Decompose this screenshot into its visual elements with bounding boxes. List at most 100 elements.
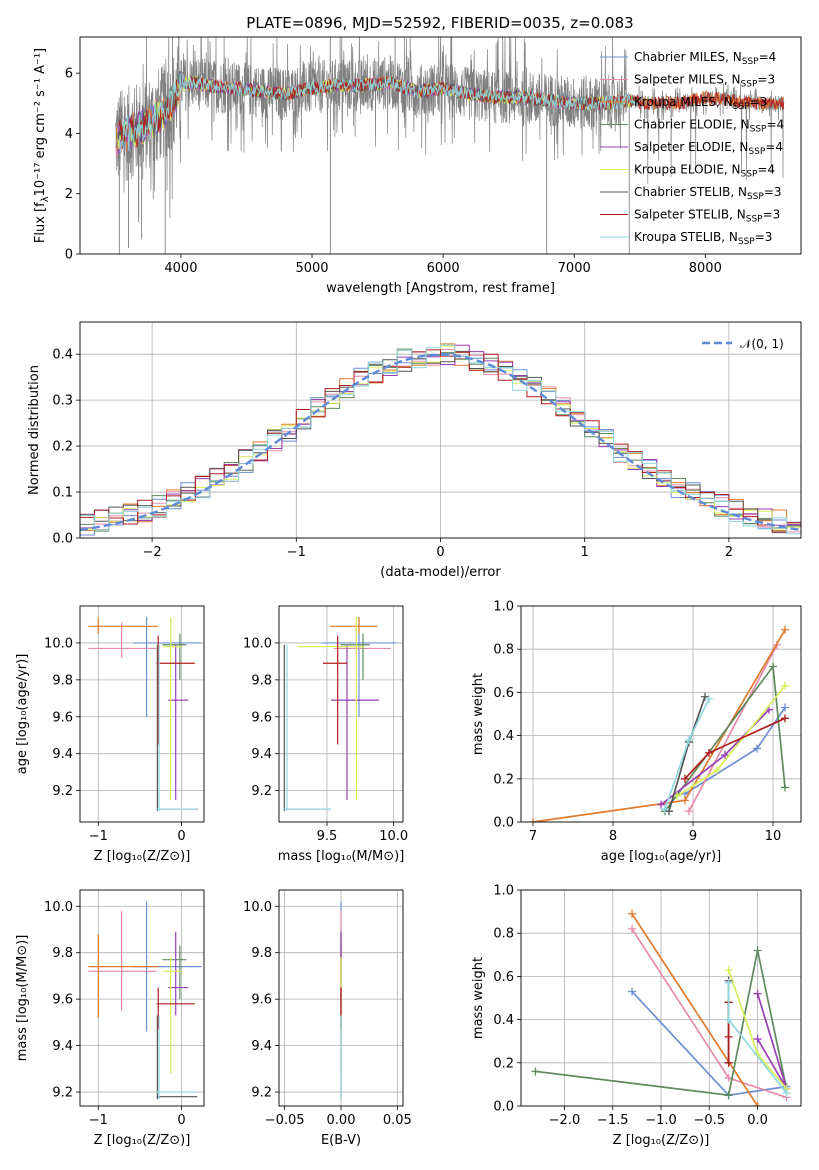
axes-frame	[520, 605, 802, 823]
weight-marker	[753, 946, 762, 955]
weight-marker	[705, 694, 713, 703]
legend-entry: Kroupa ELODIE, NSSP=4	[634, 163, 775, 180]
x-tick-label: 10	[765, 829, 782, 844]
spectrum-lines	[114, 37, 785, 254]
x-tick-label: 7	[529, 829, 537, 844]
x-tick-label: 2	[725, 545, 733, 560]
weight-marker	[724, 1015, 733, 1024]
x-tick-label: 0	[177, 829, 185, 844]
x-tick-label: −0.5	[693, 1113, 725, 1128]
axes-frame	[79, 889, 205, 1107]
axes-frame	[520, 889, 802, 1107]
weight-marker	[781, 783, 789, 792]
y-tick-label: 4	[65, 127, 73, 142]
errorbar-point	[168, 644, 189, 800]
x-axis-label: E(B-V)	[321, 1133, 361, 1148]
age_vs_z-panel: −1 0 9.2 9.4 9.6 9.8 10.0 Z [log₁₀(Z/Z⊙)] age [l…	[15, 605, 205, 864]
x-tick-label: −2.0	[549, 1113, 581, 1128]
legend-entry: Salpeter ELODIE, NSSP=4	[634, 140, 783, 157]
x-tick-label: 8	[609, 829, 617, 844]
legend-entry-main: Chabrier MILES, N	[634, 50, 742, 64]
legend-entry-tail: =4	[765, 140, 783, 154]
weight-marker	[681, 774, 689, 783]
y-axis-label: Normed distribution	[27, 365, 42, 495]
errorbar-point	[156, 635, 195, 745]
x-tick-label: −1	[89, 829, 108, 844]
errorbar-point	[88, 617, 159, 634]
y-tick-label: 0.0	[493, 816, 514, 831]
weight_vs_z-panel: −2.0 −1.5 −1.0 −0.5 0.0 0.0 0.2 0.4 0.6 0.8 1.0 Z […	[471, 884, 802, 1148]
x-tick-label: 1	[581, 545, 589, 560]
legend-entry-main: Salpeter MILES, N	[634, 73, 741, 87]
x-axis-label: mass [log₁₀(M/M⊙)]	[278, 849, 405, 864]
y-tick-label: 0.4	[493, 729, 514, 744]
weight-marker	[753, 1035, 762, 1044]
y-tick-label: 0.0	[493, 1100, 514, 1115]
y-tick-label: 0.4	[493, 1013, 514, 1028]
legend-entry-tail: =3	[763, 208, 781, 222]
legend-entry-sub: SSP	[748, 147, 765, 157]
weight-marker	[724, 1091, 733, 1100]
y-tick-label: 9.8	[52, 673, 73, 688]
legend-entry-sub: SSP	[747, 192, 764, 202]
y-tick-label: 0.8	[493, 927, 514, 942]
x-tick-label: 0.00	[327, 1113, 356, 1128]
y-tick-label: 9.8	[251, 673, 272, 688]
errorbar-point	[156, 1015, 198, 1100]
y-tick-label: 9.4	[251, 747, 272, 762]
y-tick-label: 9.4	[52, 747, 73, 762]
x-tick-label: −1	[89, 1113, 108, 1128]
weight-marker	[628, 987, 637, 996]
weight-series-line	[660, 709, 770, 806]
y-tick-label: 9.2	[251, 784, 272, 799]
y-tick-label: 10.0	[44, 900, 73, 915]
legend-entry-main: Kroupa ELODIE, N	[634, 163, 741, 177]
x-axis-label: wavelength [Angstrom, rest frame]	[326, 281, 555, 296]
normal-reference-curve	[80, 353, 801, 532]
weight_vs_age-panel: 7 8 9 10 0.0 0.2 0.4 0.6 0.8 1.0 age [log₁₀(age/yr…	[471, 600, 802, 864]
legend-entry: Chabrier ELODIE, NSSP=4	[634, 118, 784, 135]
y-axis-label: mass weight	[471, 673, 486, 755]
legend-entry-tail: =3	[764, 185, 782, 199]
x-tick-label: 4000	[164, 261, 197, 276]
weight-marker	[724, 965, 733, 974]
x-tick-label: 5000	[295, 261, 328, 276]
x-tick-label: 0	[177, 1113, 185, 1128]
legend-entry-main: Kroupa STELIB, N	[634, 230, 738, 244]
y-tick-label: 10.0	[243, 900, 272, 915]
spectrum-panel: 4000 5000 6000 7000 8000 0 2 4 6 wavelength [Angs…	[33, 36, 802, 296]
y-axis-label: age [log₁₀(age/yr)]	[15, 654, 30, 775]
legend-entry-sub: SSP	[741, 170, 758, 180]
y-tick-label: 9.6	[52, 710, 73, 725]
legend-entry-tail: =3	[750, 95, 768, 109]
weight-marker	[753, 989, 762, 998]
axes-frame	[278, 889, 404, 1107]
axes-frame	[79, 605, 205, 823]
y-tick-label: 9.6	[251, 993, 272, 1008]
x-axis-label: (data-model)/error	[380, 565, 501, 580]
legend-entry: Salpeter STELIB, NSSP=3	[634, 208, 780, 225]
weight-series-line	[688, 644, 778, 812]
x-tick-label: 7000	[558, 261, 591, 276]
x-tick-label: 6000	[427, 261, 460, 276]
residuals-legend: 𝒩(0, 1)	[702, 337, 784, 351]
weight-marker	[782, 1089, 791, 1098]
errorbar-point	[163, 957, 182, 1074]
axes-frame	[79, 36, 802, 255]
legend-entry-sub: SSP	[742, 57, 759, 67]
y-tick-label: 0.6	[493, 970, 514, 985]
errorbar-point	[163, 617, 182, 800]
errorbar-point	[156, 1015, 197, 1100]
y-tick-label: 1.0	[493, 884, 514, 899]
x-tick-label: 10.0	[379, 829, 408, 844]
legend-entry: Salpeter MILES, NSSP=3	[634, 73, 775, 90]
figure-title: PLATE=0896, MJD=52592, FIBERID=0035, z=0…	[246, 14, 633, 32]
legend-entry-tail: =4	[759, 50, 777, 64]
weight-marker	[724, 1032, 733, 1041]
weight-marker	[724, 1058, 733, 1067]
y-axis-label-tail: 10⁻¹⁷ erg cm⁻² s⁻¹ A⁻¹]	[33, 48, 48, 197]
errorbar-point	[156, 644, 198, 811]
y-axis-label: mass weight	[471, 957, 486, 1039]
x-axis-label: age [log₁₀(age/yr)]	[601, 849, 722, 864]
